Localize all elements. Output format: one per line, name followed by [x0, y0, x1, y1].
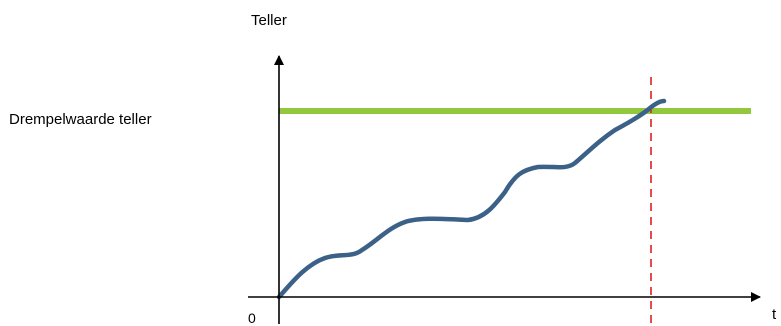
threshold-label: Drempelwaarde teller [9, 111, 152, 128]
y-axis-label: Teller [251, 12, 287, 29]
x-axis-label: t [772, 306, 777, 323]
origin-label: 0 [248, 310, 256, 326]
counter-curve [276, 98, 667, 300]
